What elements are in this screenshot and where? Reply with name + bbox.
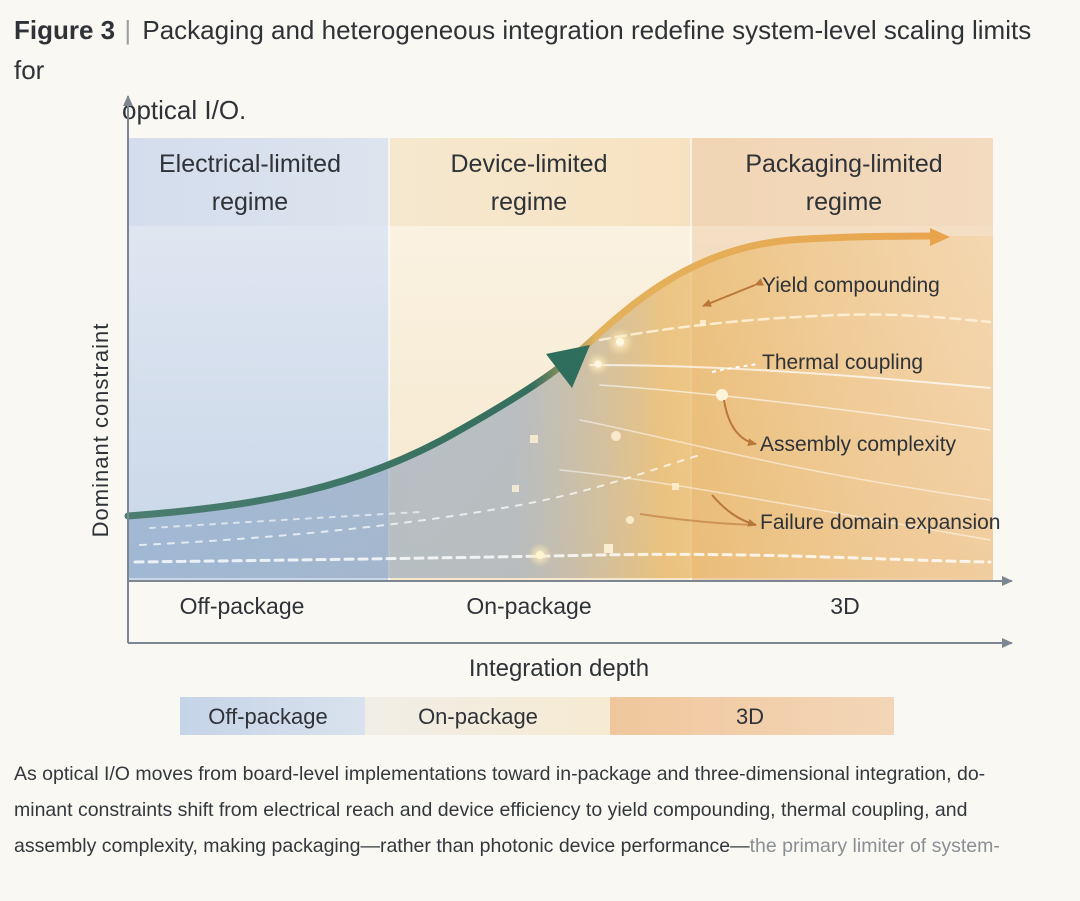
device-regime-title-line1: Device-limited bbox=[451, 150, 608, 178]
assembly-complexity-pointer bbox=[723, 399, 757, 447]
annotation-thermal-coupling: Thermal coupling bbox=[762, 351, 923, 374]
caption-line-3-faded: the primary limiter of system- bbox=[749, 835, 1000, 857]
figure-label: Figure 3 bbox=[14, 15, 116, 45]
x-tick-on-package: On-package bbox=[466, 593, 591, 619]
annotation-assembly-complexity: Assembly complexity bbox=[760, 433, 957, 456]
packaging-regime-header bbox=[691, 138, 993, 226]
figure-title: Figure 3 | Packaging and heterogeneous i… bbox=[14, 10, 1054, 130]
caption-line-3: assembly complexity, making packaging—ra… bbox=[14, 828, 1069, 864]
figure-caption: As optical I/O moves from board-level im… bbox=[14, 756, 1069, 864]
failure-domain-pointer bbox=[711, 494, 757, 527]
curve-mid-arrowhead bbox=[546, 345, 590, 388]
electrical-regime-title-line2: regime bbox=[212, 188, 288, 216]
thermal-coupling-pointer bbox=[711, 363, 759, 373]
title-line-1: Packaging and heterogeneous integration … bbox=[14, 15, 1032, 85]
annotation-pointers bbox=[639, 278, 764, 527]
electrical-regime-header bbox=[128, 138, 389, 226]
curve-end-arrowhead bbox=[930, 228, 950, 246]
x-axis-label: Integration depth bbox=[469, 655, 649, 682]
legend-swatch-on-package bbox=[365, 697, 610, 735]
y-axis-label: Dominant constraint bbox=[88, 323, 113, 538]
legend-label-on-package: On-package bbox=[418, 704, 538, 729]
constraint-curve bbox=[124, 232, 939, 520]
legend-swatch-off-package bbox=[180, 697, 365, 735]
legend-label-3d: 3D bbox=[736, 704, 764, 729]
caption-line-3-main: assembly complexity, making packaging—ra… bbox=[14, 835, 750, 857]
device-regime-title-line2: regime bbox=[491, 188, 567, 216]
scaling-diagram: Electrical-limited regime Device-limited… bbox=[88, 95, 1013, 735]
yield-compounding-pointer bbox=[702, 278, 764, 307]
annotation-yield-compounding: Yield compounding bbox=[762, 274, 940, 297]
glow-points bbox=[512, 320, 728, 567]
legend-swatch-3d bbox=[610, 697, 894, 735]
electrical-regime-title-line1: Electrical-limited bbox=[159, 150, 341, 178]
title-separator: | bbox=[124, 15, 132, 45]
title-line-2: optical I/O. bbox=[122, 95, 247, 125]
packaging-regime-title-line2: regime bbox=[806, 188, 882, 216]
caption-line-1: As optical I/O moves from board-level im… bbox=[14, 763, 986, 785]
packaging-regime-title-line1: Packaging-limited bbox=[745, 150, 942, 178]
signal-traces bbox=[133, 313, 992, 564]
x-tick-3d: 3D bbox=[830, 593, 859, 619]
annotation-failure-domain-expansion: Failure domain expansion bbox=[760, 511, 1000, 534]
caption-line-2: minant constraints shift from electrical… bbox=[14, 799, 968, 821]
constraint-area bbox=[128, 236, 993, 578]
device-regime-header bbox=[389, 138, 691, 226]
legend-label-off-package: Off-package bbox=[208, 704, 327, 729]
legend: Off-package On-package 3D bbox=[180, 697, 894, 735]
x-tick-off-package: Off-package bbox=[180, 593, 305, 619]
